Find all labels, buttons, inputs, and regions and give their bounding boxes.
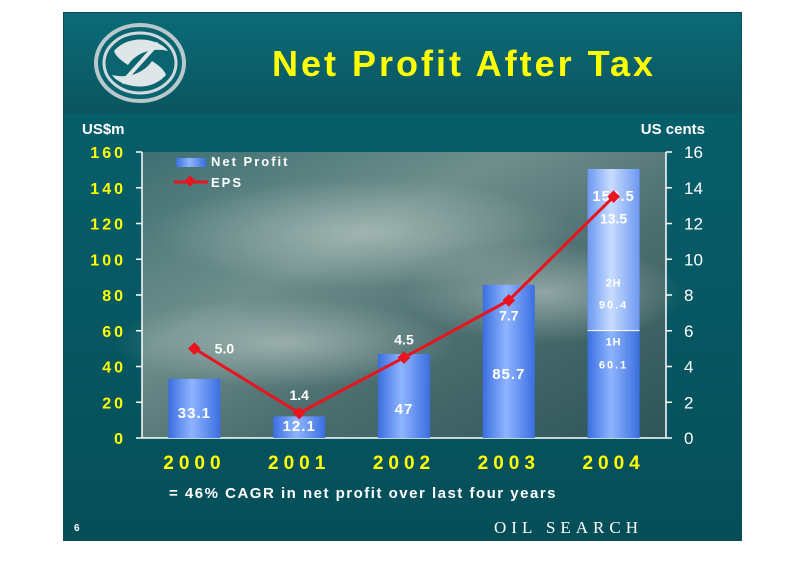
right-tick-label: 8 xyxy=(684,286,693,305)
x-axis: 2000 2001 2002 2003 2004 xyxy=(163,453,644,474)
legend: Net Profit EPS xyxy=(174,154,290,190)
left-tick-label: 40 xyxy=(102,360,126,377)
eps-value-label: 13.5 xyxy=(600,211,627,227)
right-tick-label: 2 xyxy=(684,393,693,412)
category-label: 2004 xyxy=(582,453,644,474)
eps-point xyxy=(292,406,306,420)
left-tick-label: 20 xyxy=(102,395,126,412)
eps-value-label: 1.4 xyxy=(289,387,309,403)
right-tick-label: 0 xyxy=(684,429,693,448)
category-label: 2000 xyxy=(163,453,225,474)
cagr-footnote: = 46% CAGR in net profit over last four … xyxy=(169,485,558,502)
right-tick-label: 16 xyxy=(684,143,703,162)
plot-cloud xyxy=(114,298,454,388)
left-axis-label: US$m xyxy=(82,121,125,138)
plot-cloud xyxy=(404,243,684,343)
chart: US$m US cents 0 20 40 60 80 100 120 140 160 0 2 4 6… xyxy=(82,121,705,474)
category-label: 2001 xyxy=(268,453,330,474)
legend-label-net-profit: Net Profit xyxy=(211,154,290,169)
right-tick-label: 4 xyxy=(684,358,693,377)
bar xyxy=(168,378,221,438)
bar-value-label: 33.1 xyxy=(178,405,211,422)
legend-label-eps: EPS xyxy=(211,175,243,190)
bar-2004-1h xyxy=(587,330,640,438)
slide: Net Profit After Tax xyxy=(63,12,742,557)
company-name: OIL SEARCH LIMITED xyxy=(494,518,644,557)
legend-swatch-net-profit xyxy=(176,158,206,167)
right-tick-label: 6 xyxy=(684,322,693,341)
left-tick-label: 80 xyxy=(102,288,126,305)
eps-value-label: 7.7 xyxy=(499,307,519,323)
right-axis-label: US cents xyxy=(641,121,705,138)
left-tick-label: 160 xyxy=(90,145,126,162)
eps-point xyxy=(397,351,411,364)
breakdown-label-2h: 2H xyxy=(606,278,622,290)
bar-value-label: 47 xyxy=(395,401,414,418)
category-label: 2002 xyxy=(373,453,435,474)
category-label: 2003 xyxy=(478,453,540,474)
left-tick-label: 120 xyxy=(90,217,126,234)
company-logo xyxy=(94,23,186,103)
breakdown-label-1h: 1H xyxy=(606,337,622,349)
left-tick-label: 60 xyxy=(102,324,126,341)
left-tick-label: 100 xyxy=(90,252,126,269)
bar-value-label: 85.7 xyxy=(492,366,525,383)
right-axis: 0 2 4 6 8 10 12 14 16 xyxy=(665,143,703,448)
eps-value-label: 5.0 xyxy=(215,341,235,357)
breakdown-value-2h: 90.4 xyxy=(599,300,628,312)
eps-value-label: 4.5 xyxy=(394,332,414,348)
right-tick-label: 10 xyxy=(684,250,703,269)
left-tick-label: 0 xyxy=(114,431,126,448)
eps-series: 5.0 1.4 4.5 7.7 13.5 xyxy=(188,190,627,420)
eps-point xyxy=(188,342,201,355)
right-tick-label: 12 xyxy=(684,215,703,234)
left-tick-label: 140 xyxy=(90,181,126,198)
bar-value-label: 12.1 xyxy=(283,418,316,435)
page-number: 6 xyxy=(74,523,80,534)
page-title: Net Profit After Tax xyxy=(271,43,657,84)
eps-point xyxy=(502,293,516,307)
right-tick-label: 14 xyxy=(684,179,703,198)
bar xyxy=(273,416,326,438)
breakdown-value-1h: 60.1 xyxy=(599,360,628,372)
